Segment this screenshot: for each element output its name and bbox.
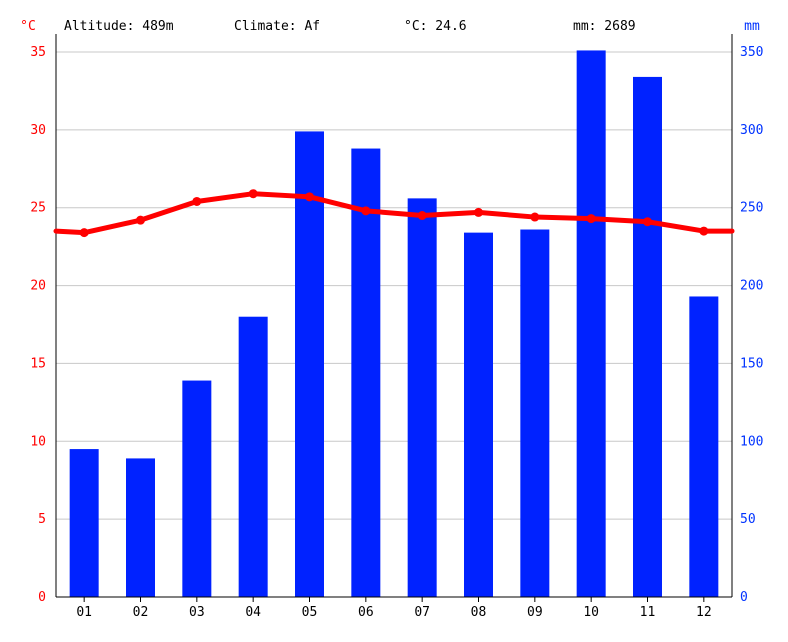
temperature-point bbox=[248, 189, 258, 199]
x-tick-label: 09 bbox=[527, 605, 543, 620]
left-tick-label: 20 bbox=[30, 279, 46, 294]
right-tick-label: 200 bbox=[740, 279, 763, 294]
x-tick-label: 04 bbox=[245, 605, 261, 620]
precipitation-bar bbox=[576, 50, 606, 597]
precipitation-bar bbox=[464, 232, 493, 597]
header: Altitude: 489m Climate: Af °C: 24.6 mm: … bbox=[20, 19, 760, 34]
right-tick-label: 50 bbox=[740, 512, 756, 527]
right-tick-label: 0 bbox=[740, 590, 748, 605]
temperature-point bbox=[699, 226, 709, 236]
left-tick-label: 10 bbox=[30, 434, 46, 449]
right-tick-label: 250 bbox=[740, 201, 763, 216]
temperature-point bbox=[192, 196, 202, 206]
temperature-point bbox=[417, 211, 427, 220]
right-axis-unit: mm bbox=[744, 19, 760, 34]
precipitation-bar bbox=[182, 380, 212, 597]
left-tick-label: 15 bbox=[30, 356, 46, 371]
x-tick-label: 08 bbox=[471, 605, 487, 620]
temperature-point bbox=[643, 217, 652, 227]
precipitation-bar bbox=[69, 449, 99, 597]
left-tick-label: 5 bbox=[38, 512, 46, 527]
temperature-line bbox=[53, 189, 735, 238]
temperature-point bbox=[474, 207, 483, 217]
left-tick-label: 25 bbox=[30, 201, 46, 216]
temperature-label: °C: 24.6 bbox=[404, 19, 467, 34]
x-tick-label: 10 bbox=[583, 605, 599, 620]
x-tick-label: 07 bbox=[414, 605, 430, 620]
temperature-point bbox=[136, 215, 145, 225]
precipitation-bars bbox=[69, 50, 719, 598]
left-axis-unit: °C bbox=[20, 19, 36, 34]
temperature-point bbox=[586, 214, 596, 224]
temperature-point bbox=[305, 192, 314, 202]
right-tick-label: 100 bbox=[740, 434, 763, 449]
left-tick-label: 30 bbox=[30, 123, 46, 138]
precipitation-bar bbox=[351, 148, 381, 598]
gridlines bbox=[56, 51, 732, 520]
x-tick-label: 06 bbox=[358, 605, 374, 620]
precipitation-bar bbox=[633, 76, 662, 597]
x-tick-label: 03 bbox=[189, 605, 205, 620]
altitude-label: Altitude: 489m bbox=[64, 19, 174, 34]
right-tick-label: 350 bbox=[740, 45, 763, 60]
temperature-point bbox=[361, 206, 371, 216]
left-tick-label: 0 bbox=[38, 590, 46, 605]
precipitation-bar bbox=[126, 458, 155, 597]
temperature-point bbox=[79, 228, 89, 238]
temperature-point bbox=[530, 212, 540, 222]
left-tick-label: 35 bbox=[30, 45, 46, 60]
climate-label: Climate: Af bbox=[234, 19, 320, 34]
x-tick-label: 12 bbox=[696, 605, 712, 620]
precipitation-bar bbox=[520, 229, 550, 597]
right-tick-label: 300 bbox=[740, 123, 763, 138]
axes bbox=[55, 34, 733, 602]
precipitation-bar bbox=[689, 296, 719, 597]
precipitation-bar bbox=[407, 198, 437, 597]
right-tick-label: 150 bbox=[740, 356, 763, 371]
x-tick-label: 01 bbox=[76, 605, 92, 620]
x-tick-label: 05 bbox=[302, 605, 318, 620]
precipitation-bar bbox=[295, 131, 324, 597]
precipitation-bar bbox=[238, 316, 268, 597]
x-tick-label: 11 bbox=[640, 605, 656, 620]
temperature-series-line bbox=[53, 191, 735, 236]
precipitation-label: mm: 2689 bbox=[573, 19, 636, 34]
x-tick-label: 02 bbox=[133, 605, 149, 620]
